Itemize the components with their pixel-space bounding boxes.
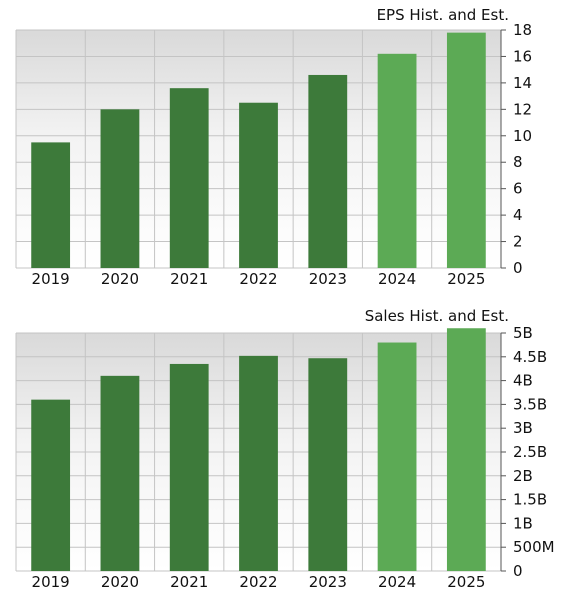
y-tick-label: 3B [513,419,533,437]
sales-chart-plot: 2019 2020 2021 2022 2023 2024 2025 0 500M 1B 1.5B 2… [15,324,555,591]
y-tick-label: 2 [513,233,523,251]
x-tick-label: 2020 [101,573,139,591]
y-tick-label: 14 [513,74,532,92]
y-tick-label: 6 [513,180,523,198]
x-tick-label: 2019 [32,573,70,591]
x-tick-label: 2023 [309,270,347,288]
y-tick-label: 0 [513,562,523,580]
eps-chart-title: EPS Hist. and Est. [376,6,509,24]
bar-2022 [239,102,278,268]
y-tick-label: 1.5B [513,491,547,509]
x-tick-label: 2021 [170,270,208,288]
bar-2020 [100,109,140,268]
y-tick-label: 5B [513,324,533,342]
eps-chart: EPS Hist. and Est. 2019 2020 2021 2022 2023 2… [0,0,567,290]
sales-chart-title: Sales Hist. and Est. [364,307,509,325]
bar-2023 [308,74,348,268]
y-tick-label: 18 [513,21,532,39]
bar-2019 [31,399,71,571]
x-tick-label: 2020 [101,270,139,288]
y-tick-label: 10 [513,127,532,145]
x-tick-label: 2023 [309,573,347,591]
bar-2021 [169,88,209,268]
x-tick-label: 2024 [378,270,416,288]
y-tick-label: 8 [513,153,523,171]
y-tick-label: 1B [513,514,533,532]
y-tick-label: 2.5B [513,443,547,461]
y-tick-label: 500M [513,538,555,556]
bar-2024 [377,53,417,268]
bar-2019 [31,142,71,268]
bar-2023 [308,358,348,571]
bar-2025 [446,328,486,571]
bar-2021 [169,363,209,571]
y-tick-label: 4B [513,372,533,390]
x-tick-label: 2025 [447,270,485,288]
x-tick-label: 2022 [239,573,277,591]
y-tick-label: 3.5B [513,395,547,413]
bar-2022 [239,355,278,571]
y-tick-label: 16 [513,47,532,65]
eps-chart-plot: 2019 2020 2021 2022 2023 2024 2025 0 2 4 6 8 10 12 14 1… [15,21,532,288]
y-tick-label: 12 [513,100,532,118]
y-tick-label: 4.5B [513,348,547,366]
x-tick-label: 2024 [378,573,416,591]
x-tick-label: 2025 [447,573,485,591]
bar-2020 [100,375,140,571]
y-tick-label: 0 [513,259,523,277]
y-tick-label: 2B [513,467,533,485]
bar-2025 [446,32,486,269]
sales-chart: Sales Hist. and Est. 2019 2020 2021 2022 202… [0,305,567,600]
x-tick-label: 2019 [32,270,70,288]
y-tick-label: 4 [513,206,523,224]
bar-2024 [377,342,417,571]
x-tick-label: 2021 [170,573,208,591]
x-tick-label: 2022 [239,270,277,288]
